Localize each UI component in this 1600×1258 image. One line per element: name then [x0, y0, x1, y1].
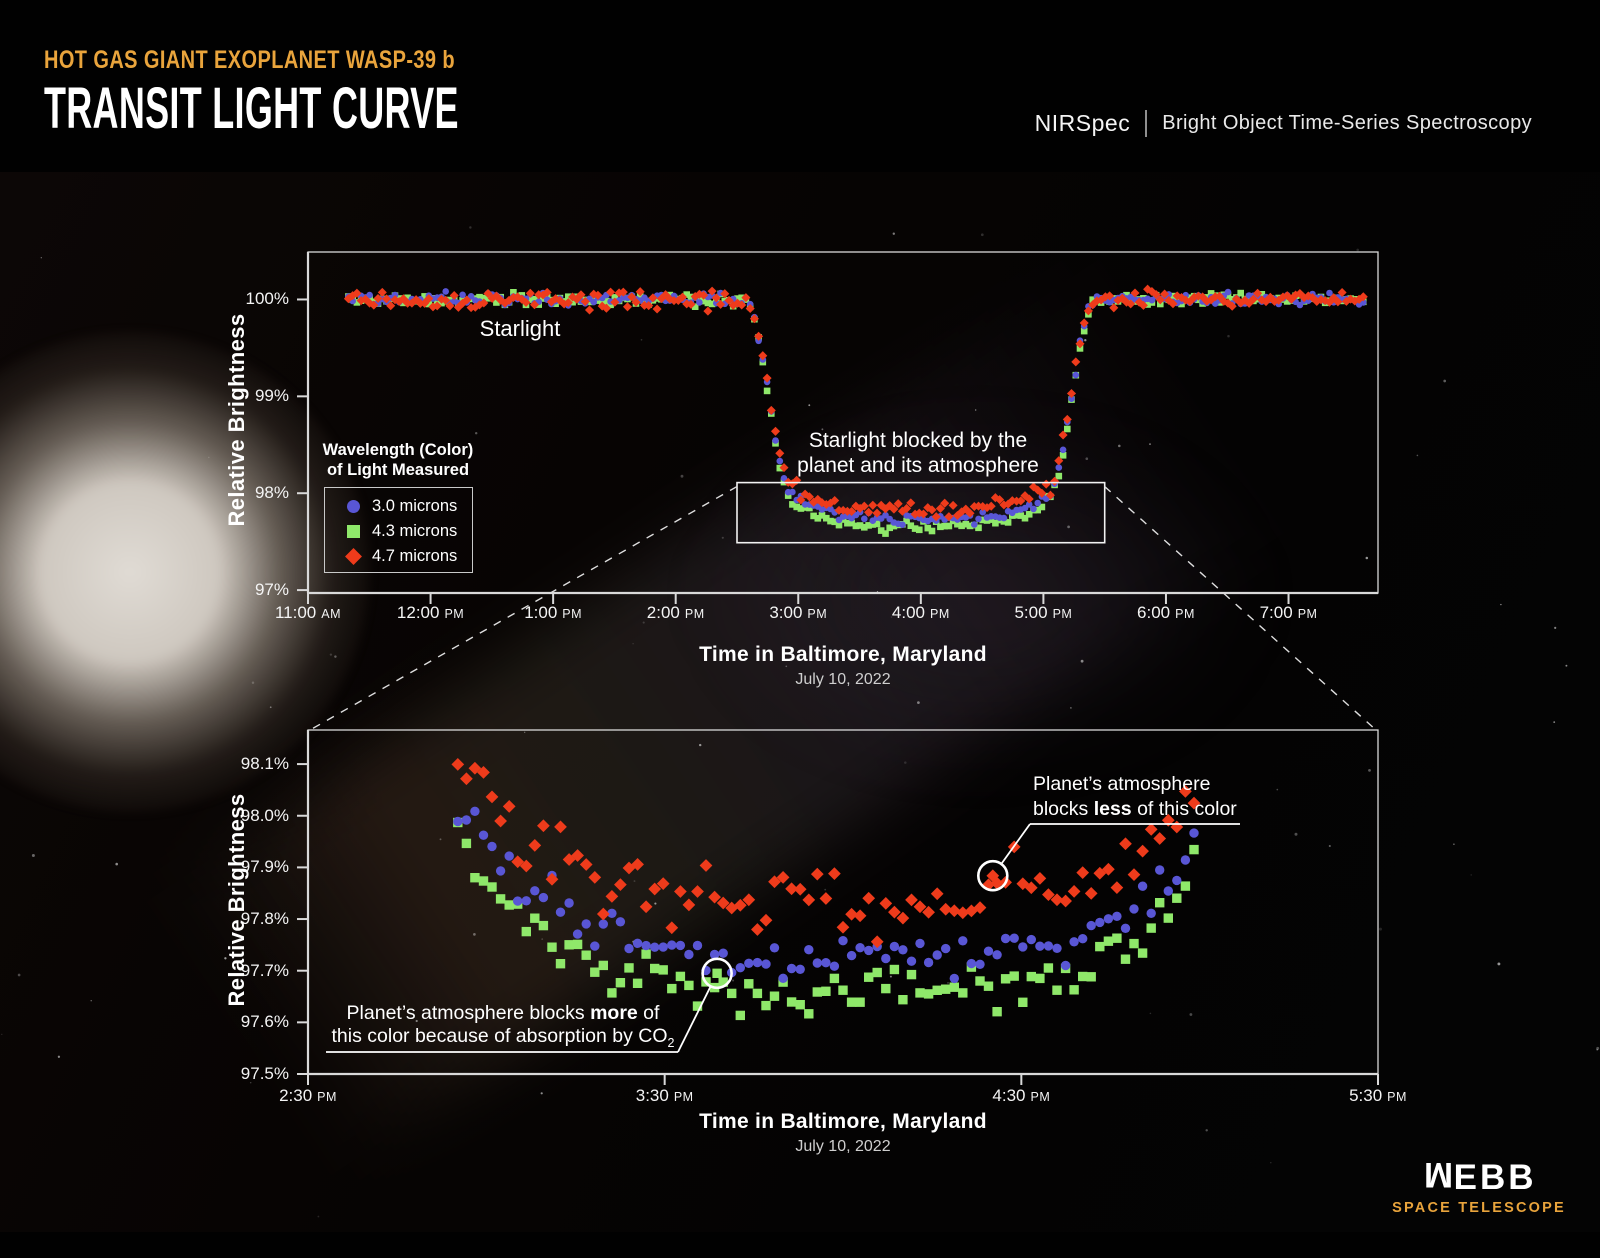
instrument-mode: Bright Object Time-Series Spectroscopy — [1162, 111, 1532, 134]
top-chart-x-axis-subtitle: July 10, 2022 — [795, 671, 891, 688]
zoom-connector-right — [1104, 486, 1377, 731]
blocks-less-circle — [976, 859, 1009, 892]
starlight-annotation: Starlight — [479, 316, 561, 341]
blocks-more-target — [712, 968, 722, 978]
zoom-region-box — [736, 481, 1106, 544]
red-diamond-marker-icon — [345, 548, 362, 565]
blocks-more-annotation: Planet’s atmosphere blocks more of this … — [331, 1002, 675, 1050]
instrument-info: NIRSpec Bright Object Time-Series Spectr… — [1035, 105, 1532, 141]
blocks-more-circle — [701, 957, 733, 990]
webb-logo: MEBB SPACE TELESCOPE — [1379, 1155, 1579, 1216]
starlight-blocked-annotation: Starlight blocked by the planet and its … — [797, 429, 1039, 477]
subject-kicker: HOT GAS GIANT EXOPLANET WASP-39 b — [44, 46, 456, 74]
blocks-less-annotation: Planet’s atmosphere blocks less of this … — [1033, 773, 1237, 820]
green-square-marker-icon — [347, 525, 360, 538]
bottom-chart-x-axis-title: Time in Baltimore, Maryland — [699, 1110, 987, 1133]
webb-logo-subtitle: SPACE TELESCOPE — [1392, 1200, 1566, 1216]
legend-item-3-0-microns: 3.0 microns — [347, 494, 472, 519]
bottom-chart-x-axis-subtitle: July 10, 2022 — [795, 1138, 891, 1155]
legend: 3.0 microns 4.3 microns 4.7 microns — [324, 487, 473, 573]
page-title: TRANSIT LIGHT CURVE — [44, 76, 459, 141]
divider — [1145, 109, 1148, 137]
instrument-name: NIRSpec — [1034, 109, 1131, 136]
bottom-chart-y-axis-title: Relative Brightness — [224, 793, 249, 1007]
blocks-more-leader — [677, 986, 712, 1053]
legend-item-4-7-microns: 4.7 microns — [345, 544, 472, 569]
blue-circle-marker-icon — [347, 500, 360, 513]
bottom-chart-points-3-0-microns — [453, 806, 1199, 984]
legend-item-4-3-microns: 4.3 microns — [347, 519, 472, 544]
legend-title: Wavelength (Color) of Light Measured — [322, 441, 474, 479]
zoom-connector-left — [309, 485, 738, 731]
top-chart-y-axis-title: Relative Brightness — [224, 313, 249, 527]
blocks-less-leader — [1001, 823, 1031, 864]
bottom-chart-points-4-3-microns — [453, 817, 1199, 1021]
top-chart-x-axis-title: Time in Baltimore, Maryland — [699, 643, 987, 666]
webb-logo-wordmark: MEBB — [1421, 1155, 1537, 1197]
